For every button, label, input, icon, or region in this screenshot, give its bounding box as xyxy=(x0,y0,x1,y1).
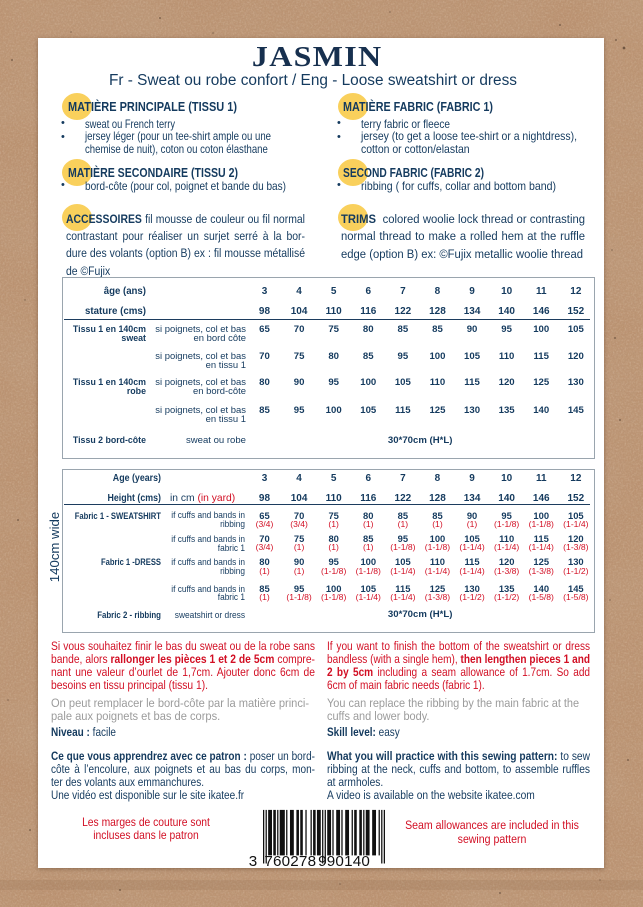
svg-text:990140: 990140 xyxy=(318,853,370,870)
svg-text:760278: 760278 xyxy=(264,853,316,870)
svg-text:3: 3 xyxy=(249,853,257,870)
